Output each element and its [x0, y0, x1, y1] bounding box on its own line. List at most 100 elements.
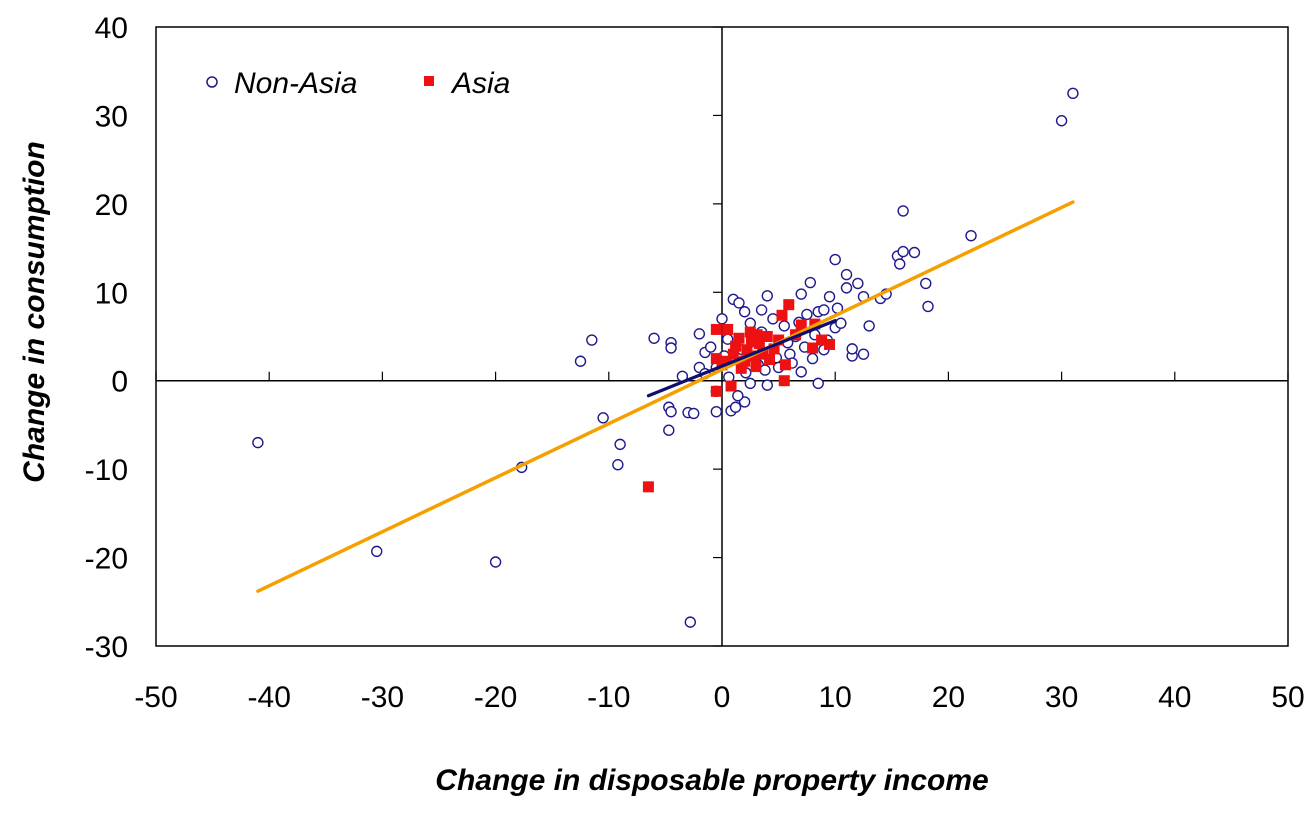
asia-point: [710, 385, 722, 397]
asia-point: [751, 329, 763, 341]
non-asia-point: [812, 377, 824, 390]
non-asia-point: [574, 355, 587, 367]
non-asia-point: [863, 320, 875, 332]
asia-point: [710, 353, 722, 365]
non-asia-point: [801, 308, 813, 321]
x-tick-label: 0: [714, 681, 731, 714]
legend-non-asia-label: Non-Asia: [234, 67, 357, 100]
asia-point: [768, 343, 780, 355]
non-asia-point: [857, 348, 870, 360]
x-tick-label: -20: [474, 681, 517, 714]
asia-point: [778, 375, 790, 387]
non-asia-point: [729, 401, 742, 413]
non-asia-point: [965, 229, 977, 242]
non-asia-point: [761, 379, 773, 391]
x-tick-label: 40: [1158, 681, 1191, 714]
asia-point: [730, 340, 742, 352]
non-asia-point: [738, 306, 751, 318]
x-tick-label: -40: [248, 681, 291, 714]
asia-point: [745, 336, 757, 348]
non-asia-point: [252, 436, 264, 449]
y-tick-label: 30: [95, 100, 128, 133]
asia-point: [779, 359, 791, 371]
non-asia-point: [710, 405, 723, 418]
legend-asia-marker: [424, 76, 434, 86]
non-asia-point: [840, 282, 853, 294]
asia-point: [807, 342, 819, 354]
x-tick-label: 30: [1045, 681, 1078, 714]
non-asia-point: [371, 545, 383, 558]
asia-point: [757, 348, 769, 360]
asia-point: [761, 331, 773, 342]
non-asia-point: [795, 366, 807, 378]
asia-point: [725, 380, 737, 392]
non-asia-point: [665, 342, 677, 354]
legend: Non-Asia Asia: [206, 67, 510, 100]
non-asia-point: [852, 277, 864, 290]
asia-point: [642, 481, 654, 493]
asia-point: [783, 299, 795, 311]
non-asia-point: [755, 304, 768, 316]
non-asia-point: [684, 616, 697, 628]
non-asia-point: [778, 320, 790, 332]
non-asia-point: [804, 276, 816, 289]
asia-point: [753, 338, 765, 350]
non-asia-point: [663, 424, 675, 436]
non-asia-point: [665, 405, 677, 418]
non-asia-point: [759, 364, 771, 376]
zero-axes: [155, 26, 1289, 647]
non-asia-point: [894, 258, 906, 270]
non-asia-point: [1067, 87, 1079, 100]
asia-point: [741, 344, 753, 356]
y-tick-label: -30: [85, 631, 128, 664]
asia-point: [824, 338, 836, 350]
non-asia-point: [688, 407, 700, 420]
asia-point: [721, 355, 733, 367]
asia-point: [710, 323, 722, 335]
legend-asia-label: Asia: [450, 67, 510, 100]
x-tick-label: -30: [361, 681, 404, 714]
non-asia-point: [920, 277, 932, 290]
non-asia-point: [489, 556, 502, 568]
non-asia-point: [795, 288, 807, 300]
non-asia-point: [846, 343, 858, 355]
y-tick-label: 20: [95, 189, 128, 222]
non-asia-point: [823, 291, 836, 303]
asia-point: [722, 323, 734, 335]
asia-point: [735, 362, 747, 374]
y-axis-title: Change in consumption: [18, 141, 51, 483]
non-asia-point: [835, 317, 847, 329]
non-asia-point: [597, 412, 609, 424]
asia-point: [744, 326, 756, 338]
non-asia-point: [806, 352, 819, 365]
x-tick-label: -50: [134, 681, 177, 714]
non-asia-point: [829, 253, 841, 266]
non-asia-point: [648, 332, 660, 344]
asia-point: [750, 361, 762, 373]
non-asia-point: [716, 313, 728, 325]
y-tick-label: -20: [85, 543, 128, 576]
non-asia-point: [586, 334, 598, 346]
asia-point: [816, 334, 828, 346]
trend-line-all: [256, 200, 1075, 593]
asia-point: [739, 355, 751, 367]
non-asia-point: [922, 300, 934, 313]
non-asia-point: [767, 313, 779, 325]
legend-non-asia-marker: [206, 76, 218, 88]
asia-point: [776, 309, 788, 321]
non-asia-point: [897, 205, 909, 217]
non-asia-point: [908, 246, 921, 259]
non-asia-point: [733, 297, 745, 309]
y-tick-label: 0: [111, 366, 128, 399]
x-tick-label: 10: [819, 681, 852, 714]
x-tick-label: 50: [1271, 681, 1304, 714]
non-asia-point: [744, 377, 756, 390]
y-axis-tick-labels: 40 30 20 10 0 -10 -20 -30: [85, 12, 128, 664]
non-asia-point: [732, 390, 744, 402]
non-asia-point: [840, 268, 853, 281]
non-asia-point: [1055, 115, 1068, 127]
non-asia-point: [818, 304, 830, 316]
y-tick-label: 40: [95, 12, 128, 45]
trend-line-asia: [646, 318, 837, 398]
